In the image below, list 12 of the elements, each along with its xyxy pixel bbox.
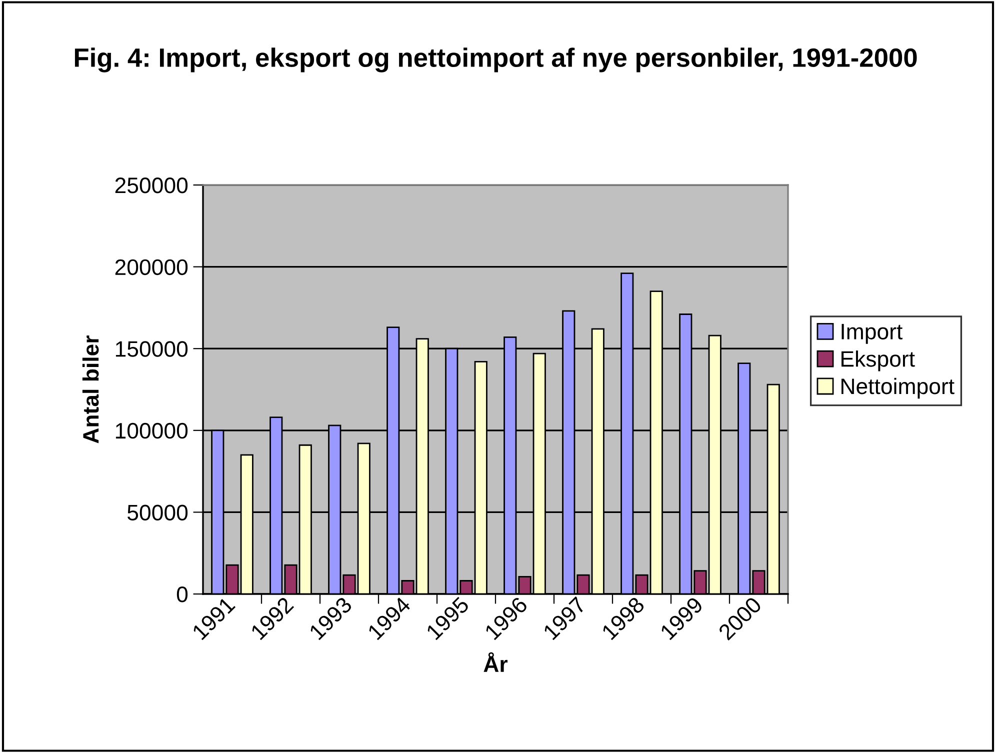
x-axis-title: År <box>484 652 508 672</box>
y-tick-label: 250000 <box>115 178 188 194</box>
chart-title: Fig. 4: Import, eksport og nettoimport af nye personbiler, 1991-2000 <box>74 48 917 72</box>
y-tick-label: 50000 <box>128 504 188 520</box>
y-axis-title: Antal biler <box>82 336 99 444</box>
y-tick-label: 0 <box>176 586 188 602</box>
y-tick-label: 150000 <box>116 341 188 357</box>
y-tick-label: 100000 <box>116 422 188 439</box>
legend-label: Eksport <box>842 350 915 372</box>
legend-label: Nettoimport <box>842 378 954 399</box>
legend-label: Import <box>842 324 903 344</box>
y-tick-label: 200000 <box>115 259 188 276</box>
